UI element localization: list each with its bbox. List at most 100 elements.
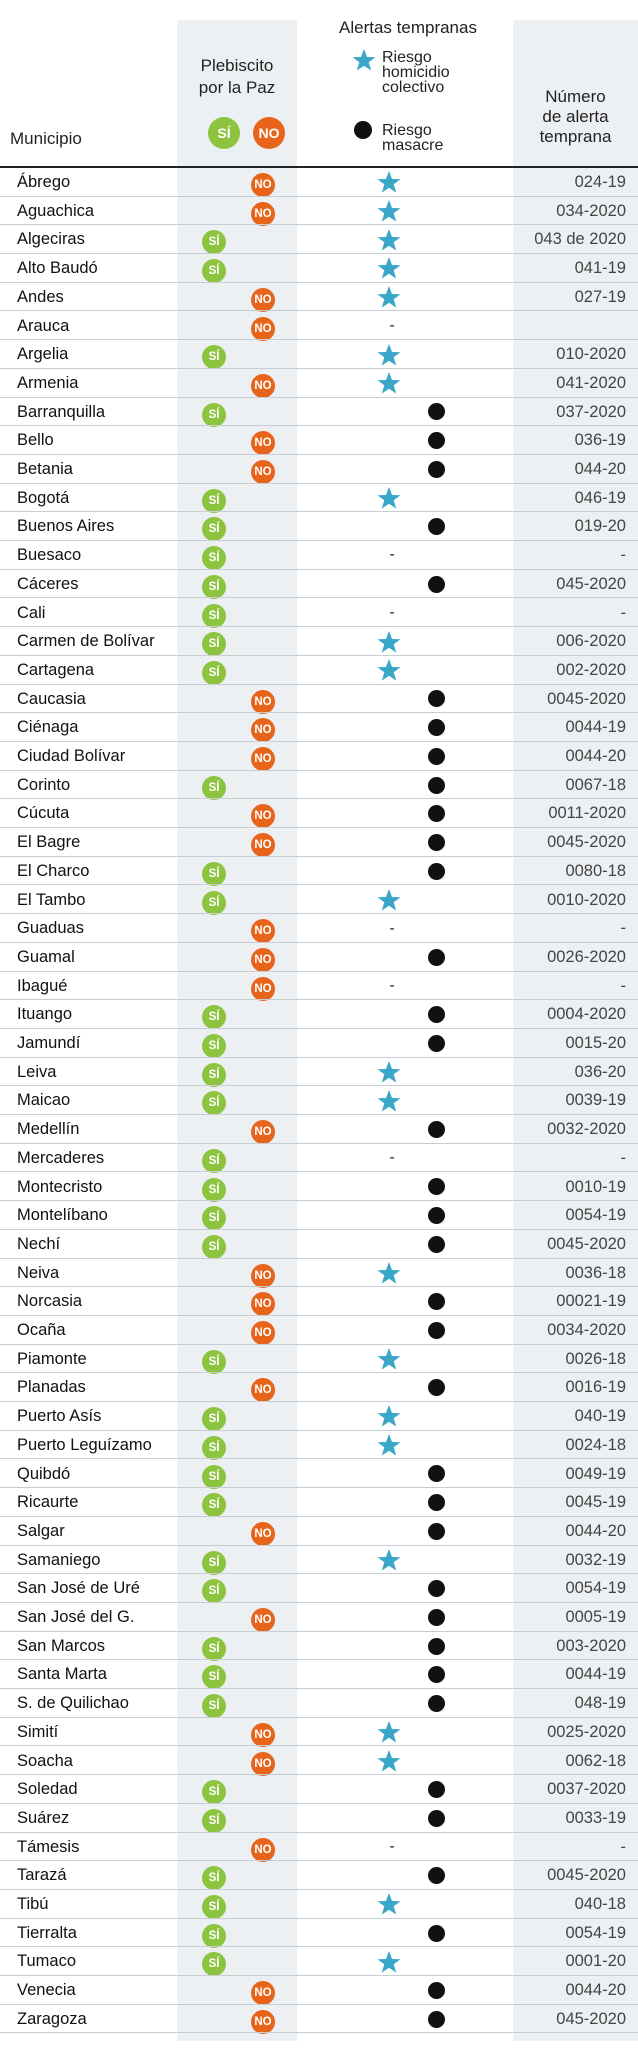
row-divider (0, 425, 638, 427)
no-alert-dash: - (389, 919, 395, 937)
table-row: Tarazá SÍ 0045-2020 (0, 1861, 638, 1891)
numero-cell: 0010-2020 (547, 890, 626, 909)
plebiscito-column-shade (177, 20, 297, 2041)
municipio-cell: Támesis (17, 1837, 80, 1856)
table-row: Planadas NO 0016-19 (0, 1373, 638, 1403)
row-divider (0, 1458, 638, 1460)
numero-cell: 0045-2020 (547, 1234, 626, 1253)
municipio-cell: Leiva (17, 1062, 57, 1081)
si-badge: SÍ (202, 775, 226, 800)
row-divider (0, 1659, 638, 1661)
table-row: Ciénaga NO 0044-19 (0, 713, 638, 743)
numero-column-shade (513, 20, 638, 2041)
star-icon (377, 1431, 401, 1460)
si-legend-badge: SÍ (208, 117, 240, 149)
numero-cell: 006-2020 (556, 632, 626, 651)
row-divider (0, 253, 638, 255)
numero-cell: 0032-19 (565, 1550, 626, 1569)
row-divider (0, 1314, 638, 1316)
municipio-cell: Tumaco (17, 1952, 76, 1971)
municipio-cell: Soledad (17, 1780, 78, 1799)
row-divider (0, 597, 638, 599)
circle-icon (422, 1287, 450, 1316)
legend-homicidio: Riesgo homicidio colectivo (352, 48, 450, 96)
table-header: Municipio Plebiscito por la Paz SÍ NO Al… (0, 0, 638, 166)
row-divider (0, 540, 638, 542)
star-icon (352, 48, 376, 72)
row-divider (0, 1716, 638, 1718)
row-divider (0, 683, 638, 685)
no-alert-dash: - (389, 976, 395, 994)
circle-icon-shape (427, 862, 445, 880)
circle-icon (422, 1460, 450, 1489)
numero-cell: 0004-2020 (547, 1005, 626, 1024)
numero-cell: 003-2020 (556, 1636, 626, 1655)
no-badge: NO (251, 1120, 275, 1145)
table-row: Soacha NO 0062-18 (0, 1747, 638, 1776)
row-divider (0, 1171, 638, 1173)
row-divider (0, 310, 638, 312)
table-row: Argelia SÍ 010-2020 (0, 340, 638, 370)
table-row: Cali SÍ - - (0, 599, 638, 628)
table-row: Ocaña NO 0034-2020 (0, 1316, 638, 1345)
table-row: Tibú SÍ 040-18 (0, 1890, 638, 1919)
star-icon (377, 484, 401, 513)
circle-icon (422, 1230, 450, 1259)
numero-cell: 041-19 (574, 259, 626, 278)
row-divider (0, 999, 638, 1001)
table-row: Bello NO 036-19 (0, 426, 638, 456)
circle-icon-shape (427, 2010, 445, 2028)
table-row: Ricaurte SÍ 0045-19 (0, 1488, 638, 1518)
circle-icon-shape (427, 1178, 445, 1196)
table-row: Arauca NO - (0, 312, 638, 341)
si-badge: SÍ (202, 517, 226, 542)
circle-icon-shape (427, 1379, 445, 1397)
municipio-cell: Montecristo (17, 1177, 103, 1196)
municipio-cell: Zaragoza (17, 2009, 87, 2028)
no-alert-dash: - (389, 1149, 395, 1167)
municipio-cell: Ibagué (17, 976, 68, 995)
municipio-cell: Soacha (17, 1751, 73, 1770)
numero-cell: 024-19 (574, 173, 626, 191)
si-badge: SÍ (202, 230, 226, 255)
circle-icon-shape (427, 1694, 445, 1712)
table-row: Jamundí SÍ 0015-20 (0, 1029, 638, 1058)
table-row: Cúcuta NO 0011-2020 (0, 799, 638, 829)
circle-icon (422, 1316, 450, 1345)
numero-cell: 0044-20 (565, 1981, 626, 2000)
numero-cell: 036-20 (574, 1062, 626, 1081)
no-alert-dash: - (389, 316, 395, 334)
row-divider (0, 1200, 638, 1202)
numero-cell: 045-2020 (556, 574, 626, 593)
circle-icon (422, 1115, 450, 1144)
municipio-cell: Algeciras (17, 230, 85, 249)
table-row: Puerto Leguízamo SÍ 0024-18 (0, 1431, 638, 1460)
numero-header-line1: Número (545, 87, 606, 106)
table-row: Guamal NO 0026-2020 (0, 943, 638, 972)
circle-icon-shape (427, 1809, 445, 1827)
table-row: Caucasia NO 0045-2020 (0, 685, 638, 714)
municipio-cell: El Tambo (17, 890, 86, 909)
row-divider (0, 1860, 638, 1862)
star-icon (377, 1345, 401, 1374)
numero-cell: 040-19 (574, 1407, 626, 1426)
no-badge: NO (251, 1321, 275, 1345)
municipio-cell: Betania (17, 460, 73, 478)
municipio-cell: Alto Baudó (17, 259, 98, 278)
row-divider (0, 1085, 638, 1087)
si-badge: SÍ (202, 1034, 226, 1058)
numero-cell: 0045-2020 (547, 689, 626, 708)
numero-cell: 0026-18 (565, 1349, 626, 1368)
municipio-cell: Venecia (17, 1981, 76, 2000)
numero-cell: 041-2020 (556, 373, 626, 392)
numero-cell: 043 de 2020 (534, 230, 626, 249)
municipio-cell: Bogotá (17, 488, 70, 507)
row-divider (0, 195, 638, 197)
numero-cell: 0067-18 (565, 775, 626, 794)
table-row: Támesis NO - - (0, 1833, 638, 1862)
row-divider (0, 281, 638, 283)
circle-icon (422, 570, 450, 599)
star-icon (377, 1402, 401, 1431)
numero-cell: - (620, 1148, 627, 1167)
circle-icon-shape (427, 833, 445, 851)
